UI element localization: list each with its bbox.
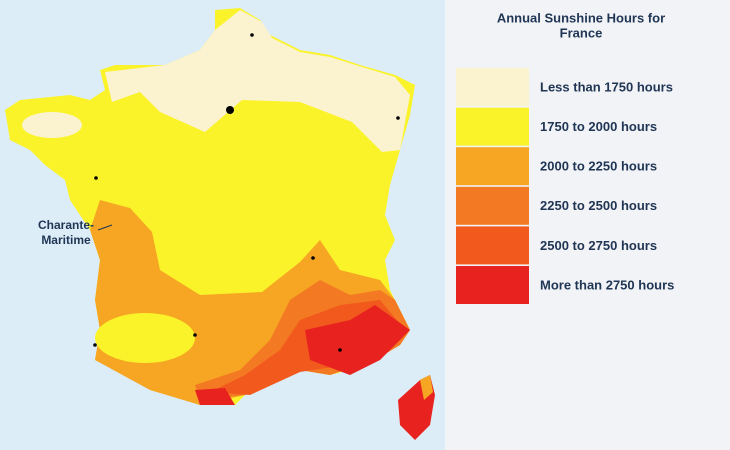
legend-swatch	[456, 226, 529, 265]
legend-swatch	[456, 186, 529, 225]
legend-swatch	[456, 147, 529, 186]
city	[94, 176, 98, 180]
place-label: Charante-	[38, 218, 94, 232]
zone-under-1750	[105, 10, 410, 152]
city	[93, 343, 97, 347]
zone-over-2750	[195, 388, 235, 405]
legend-swatch	[456, 266, 529, 304]
zone-over-2750	[305, 305, 410, 375]
legend-label: Less than 1750 hours	[540, 79, 673, 94]
city	[396, 116, 400, 120]
france-map	[5, 8, 435, 440]
place-label: Maritime	[41, 233, 91, 247]
legend-swatch	[456, 68, 529, 106]
city	[193, 333, 197, 337]
legend-title: Annual Sunshine Hours for	[497, 10, 665, 25]
city-paris	[226, 106, 234, 114]
legend-label: 2250 to 2500 hours	[540, 198, 657, 213]
legend-label: More than 2750 hours	[540, 277, 674, 292]
legend-swatch	[456, 107, 529, 146]
zone-1750-2000	[95, 313, 195, 363]
legend-label: 2000 to 2250 hours	[540, 159, 657, 174]
legend-panel	[445, 0, 730, 450]
legend-title: France	[560, 25, 603, 40]
zone-under-1750	[22, 112, 82, 138]
city	[250, 33, 254, 37]
legend-label: 2500 to 2750 hours	[540, 238, 657, 253]
corsica-north	[420, 375, 433, 400]
city	[311, 256, 315, 260]
city	[338, 348, 342, 352]
legend-label: 1750 to 2000 hours	[540, 119, 657, 134]
label-leader	[97, 224, 113, 231]
